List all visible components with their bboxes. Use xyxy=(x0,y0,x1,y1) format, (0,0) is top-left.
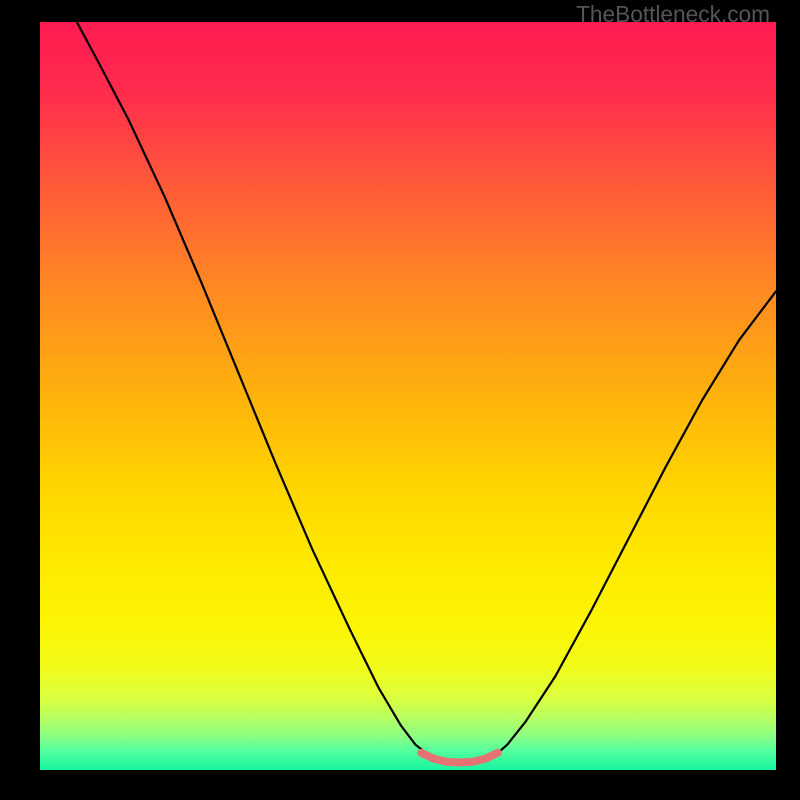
left-curve xyxy=(77,22,497,763)
plot-area xyxy=(40,22,776,770)
chart-frame: TheBottleneck.com xyxy=(0,0,800,800)
watermark-text: TheBottleneck.com xyxy=(576,1,770,28)
curve-layer xyxy=(40,22,776,770)
marker-segment xyxy=(421,753,498,763)
right-curve xyxy=(496,291,776,754)
